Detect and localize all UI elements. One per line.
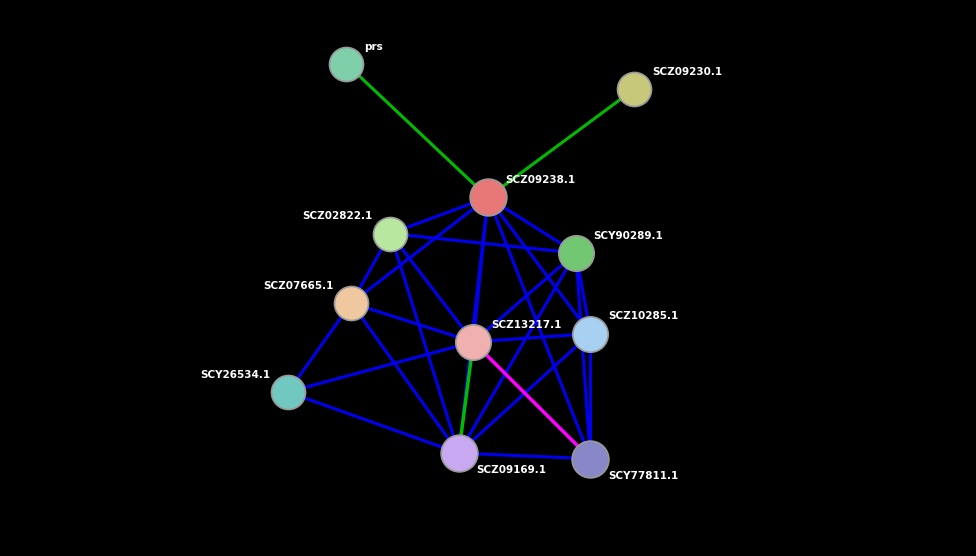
Text: SCZ09169.1: SCZ09169.1 bbox=[476, 465, 547, 475]
Text: SCY26534.1: SCY26534.1 bbox=[200, 370, 270, 380]
Text: SCZ09238.1: SCZ09238.1 bbox=[506, 175, 576, 185]
Point bbox=[339, 59, 354, 68]
Text: SCY77811.1: SCY77811.1 bbox=[608, 471, 678, 481]
Point bbox=[627, 85, 642, 93]
Text: SCZ09230.1: SCZ09230.1 bbox=[652, 67, 722, 77]
Text: SCZ07665.1: SCZ07665.1 bbox=[264, 281, 334, 291]
Point bbox=[568, 249, 584, 257]
Point bbox=[583, 454, 598, 463]
Point bbox=[466, 337, 481, 346]
Point bbox=[344, 299, 359, 307]
Text: SCY90289.1: SCY90289.1 bbox=[593, 231, 663, 241]
Point bbox=[583, 329, 598, 338]
Point bbox=[451, 449, 467, 458]
Text: prs: prs bbox=[364, 42, 383, 52]
Text: SCZ10285.1: SCZ10285.1 bbox=[608, 311, 678, 321]
Point bbox=[480, 193, 496, 202]
Text: SCZ02822.1: SCZ02822.1 bbox=[303, 211, 373, 221]
Point bbox=[383, 229, 398, 238]
Text: SCZ13217.1: SCZ13217.1 bbox=[491, 320, 561, 330]
Point bbox=[280, 388, 296, 396]
